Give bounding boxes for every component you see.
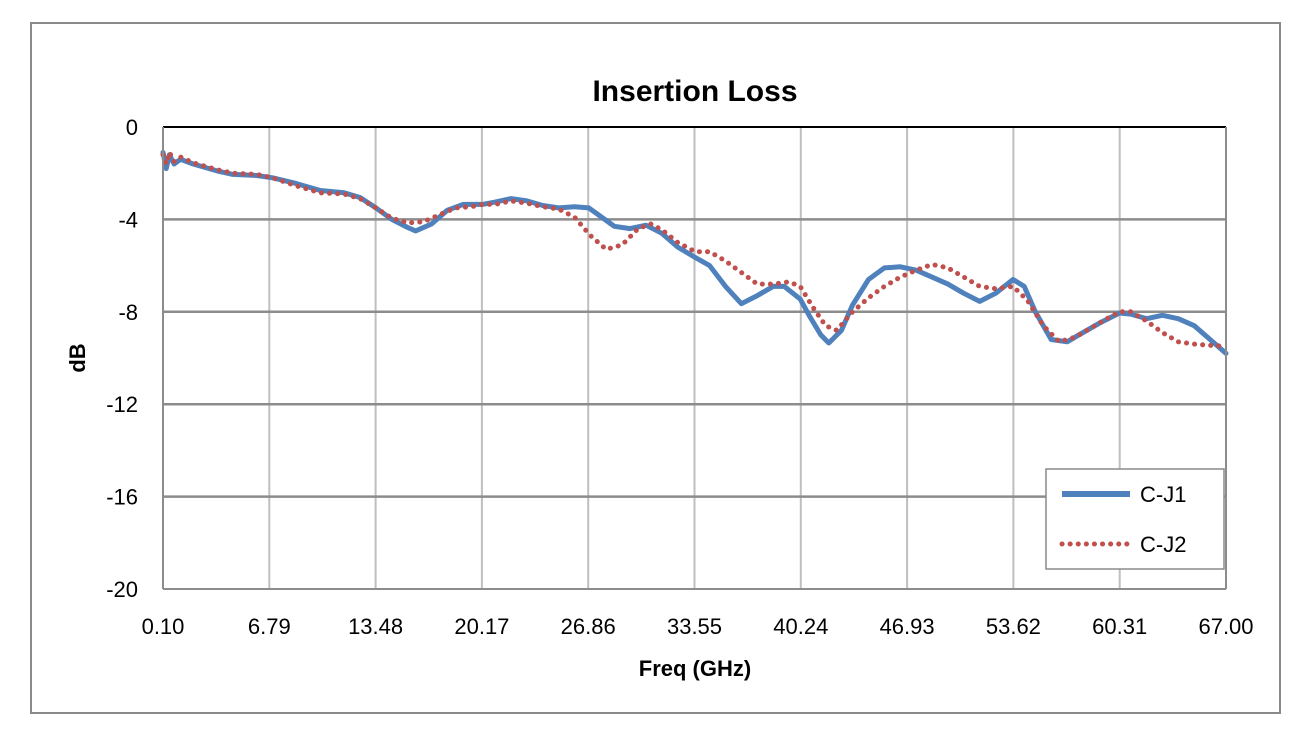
axes: [162, 127, 1227, 590]
x-tick-label: 40.24: [773, 614, 828, 639]
x-tick-label: 20.17: [454, 614, 509, 639]
x-axis-label: Freq (GHz): [639, 656, 751, 681]
x-tick-label: 33.55: [667, 614, 722, 639]
chart-title: Insertion Loss: [592, 75, 797, 108]
series-c-j2-line: [160, 149, 1229, 349]
y-tick-label: -4: [118, 207, 138, 232]
chart-frame: [30, 22, 1281, 714]
y-tick-label: 0: [126, 115, 138, 140]
x-tick-label: 67.00: [1198, 614, 1253, 639]
y-axis-label: dB: [65, 343, 90, 372]
x-tick-label: 46.93: [880, 614, 935, 639]
legend-box: [1045, 468, 1225, 570]
y-tick-label: -20: [106, 577, 138, 602]
x-tick-label: 6.79: [248, 614, 291, 639]
legend-label-c-j2: C-J2: [1140, 532, 1186, 557]
x-tick-label: 60.31: [1092, 614, 1147, 639]
legend: C-J1 C-J2: [1045, 468, 1225, 570]
x-tick-label: 13.48: [348, 614, 403, 639]
x-tick-label: 0.10: [142, 614, 185, 639]
y-tick-label: -8: [118, 300, 138, 325]
series-lines: [160, 149, 1229, 356]
x-tick-labels: 0.10 6.79 13.48 20.17 26.86 33.55 40.24 46.93 53…: [142, 614, 1254, 639]
x-tick-label: 26.86: [561, 614, 616, 639]
y-tick-label: -12: [106, 392, 138, 417]
legend-label-c-j1: C-J1: [1140, 482, 1186, 507]
x-tick-label: 53.62: [986, 614, 1041, 639]
y-tick-label: -16: [106, 485, 138, 510]
y-tick-labels: 0 -4 -8 -12 -16 -20: [106, 115, 138, 602]
